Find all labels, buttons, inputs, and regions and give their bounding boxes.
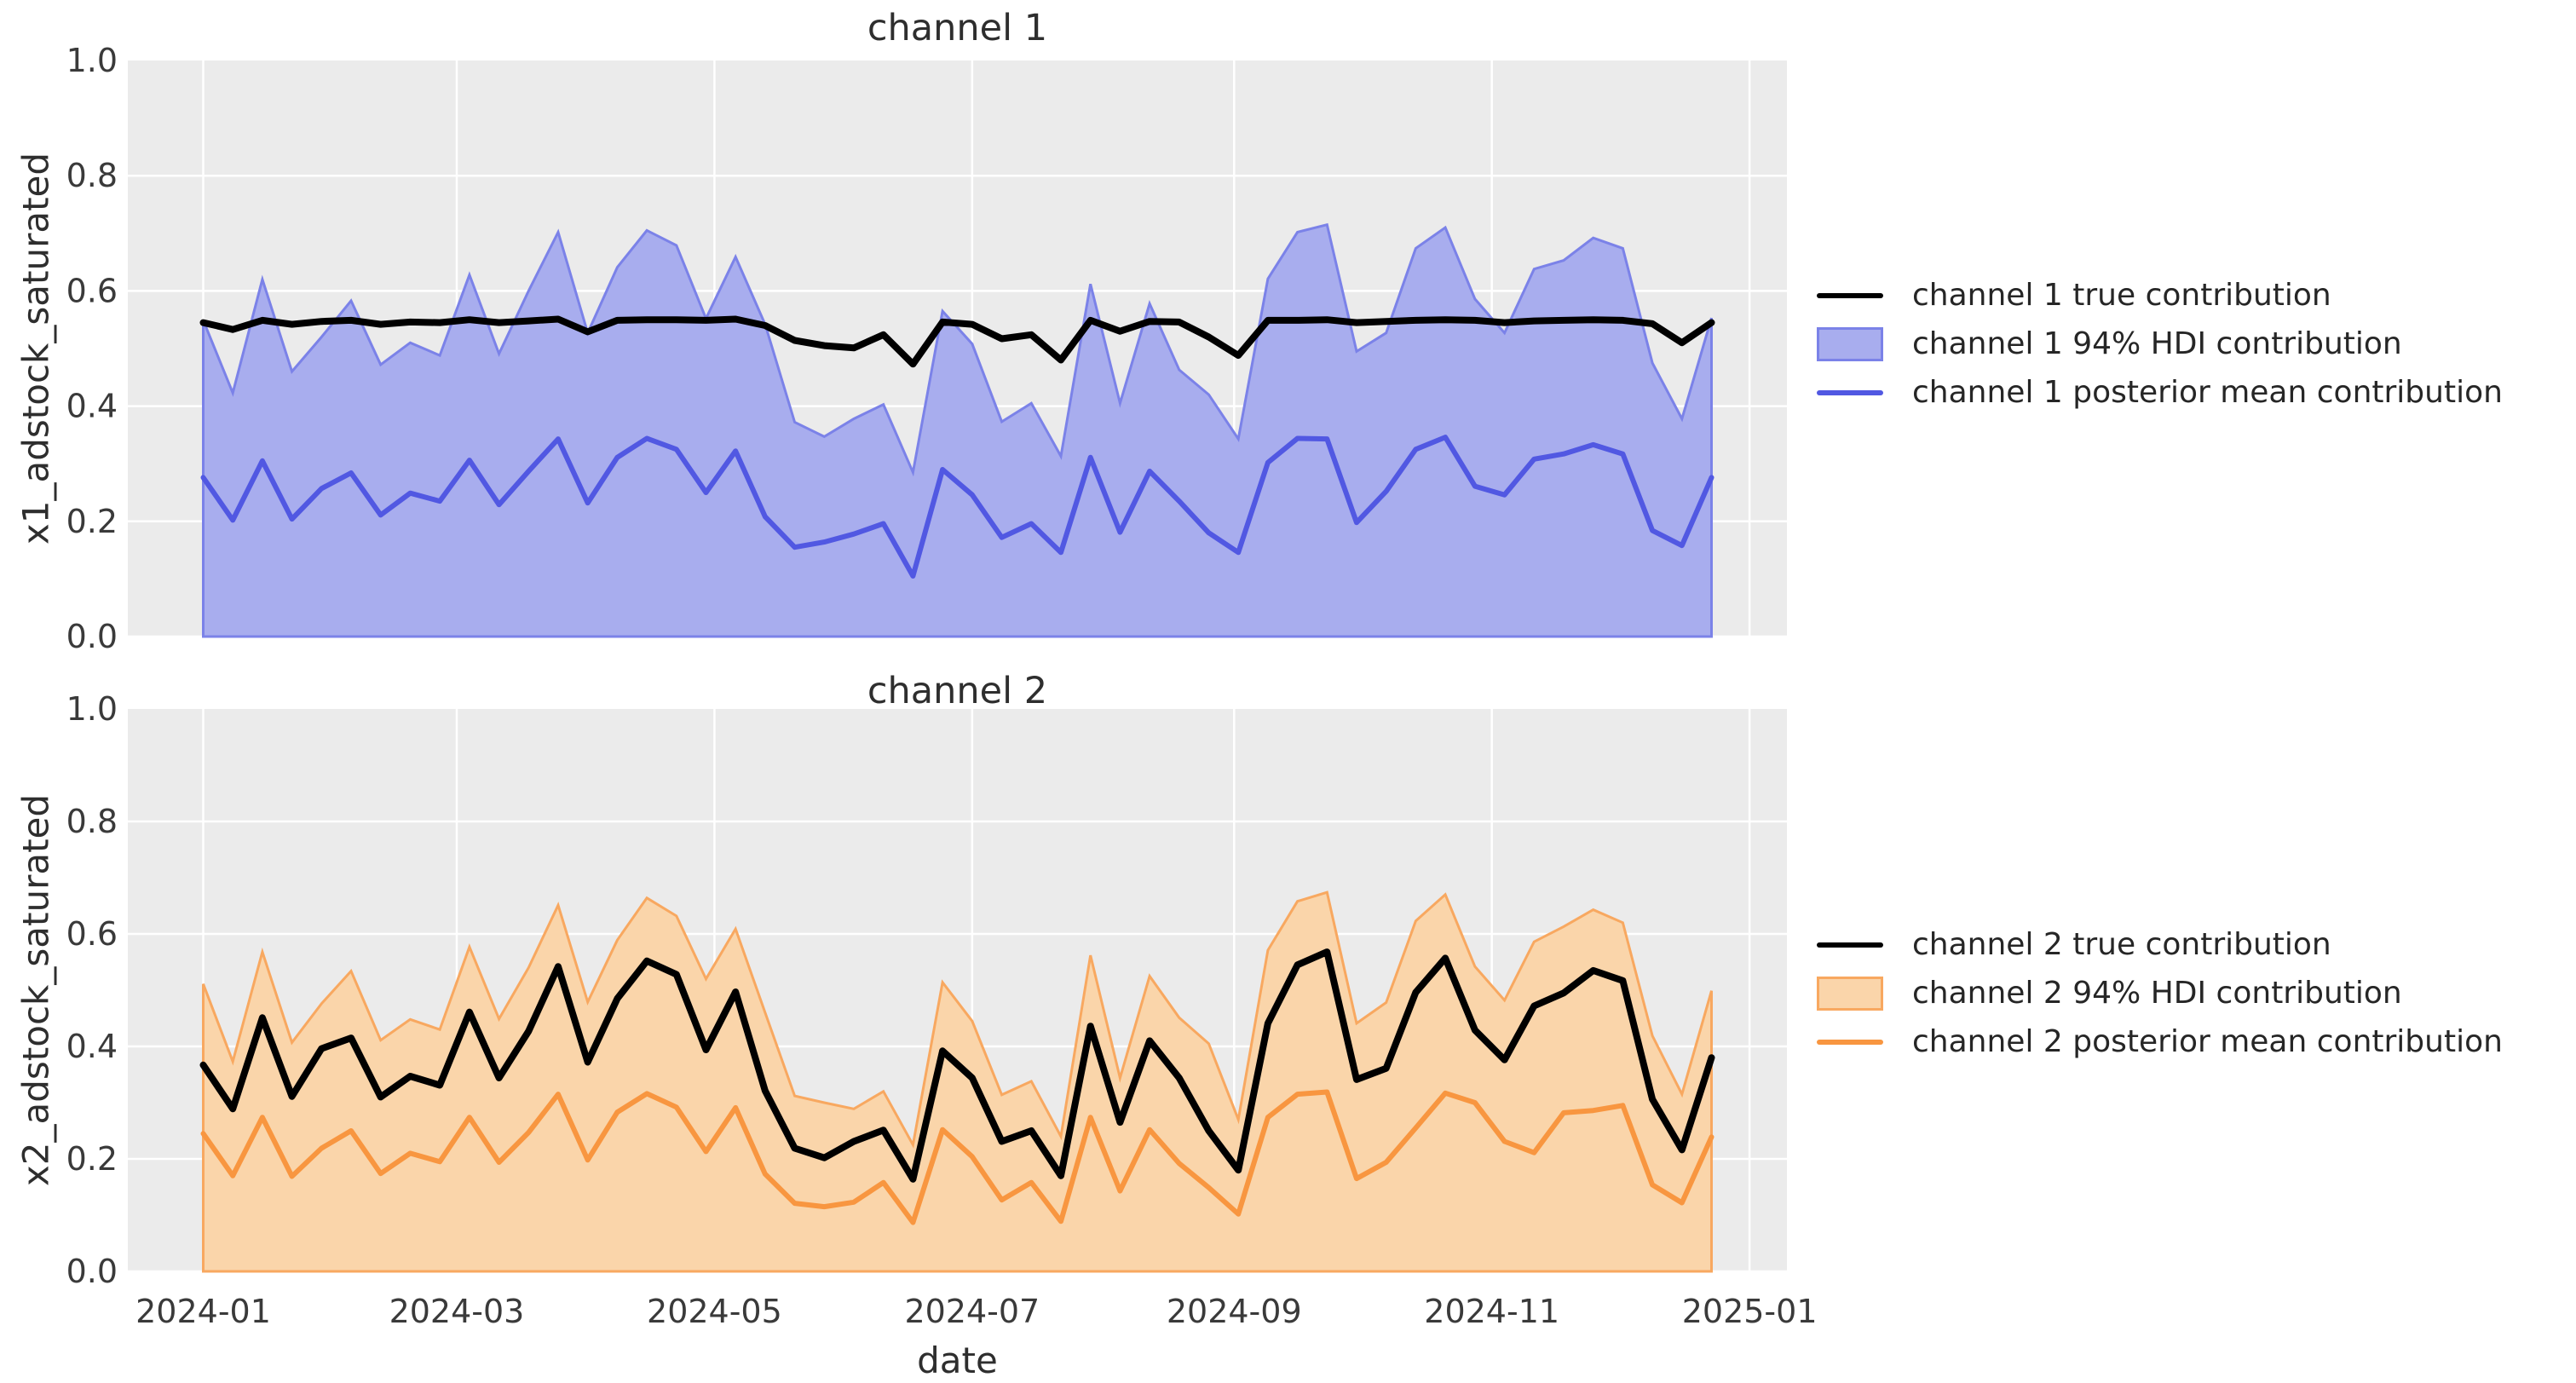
posterior-line-swatch bbox=[1817, 1039, 1883, 1045]
legend-label: channel 1 true contribution bbox=[1912, 278, 2331, 313]
hdi-band-swatch bbox=[1817, 326, 1883, 361]
y-tick-label: 0.4 bbox=[66, 1028, 118, 1065]
legend-label: channel 2 posterior mean contribution bbox=[1912, 1024, 2503, 1059]
subplot-1: 0.0 0.2 0.4 0.6 0.8 1.0 bbox=[66, 42, 1787, 655]
chart1-y-axis-label: x1_adstock_saturated bbox=[14, 152, 57, 545]
x-tick-label: 2024-03 bbox=[389, 1293, 525, 1330]
y-tick-label: 1.0 bbox=[66, 42, 118, 79]
legend-label: channel 2 94% HDI contribution bbox=[1912, 976, 2402, 1011]
legend-item-posterior: channel 2 posterior mean contribution bbox=[1817, 1017, 2503, 1066]
y-tick-label: 0.8 bbox=[66, 803, 118, 840]
x-tick-label: 2024-11 bbox=[1424, 1293, 1559, 1330]
x-tick-label: 2024-07 bbox=[904, 1293, 1040, 1330]
x-axis-label: date bbox=[917, 1340, 998, 1381]
y-tick-label: 1.0 bbox=[66, 690, 118, 728]
y-tick-label: 0.0 bbox=[66, 1253, 118, 1290]
legend-label: channel 1 posterior mean contribution bbox=[1912, 375, 2503, 410]
legend-item-true: channel 1 true contribution bbox=[1817, 271, 2503, 320]
legend-item-posterior: channel 1 posterior mean contribution bbox=[1817, 368, 2503, 417]
y-tick-label: 0.8 bbox=[66, 157, 118, 194]
y-tick-label: 0.0 bbox=[66, 618, 118, 655]
true-contribution-line bbox=[199, 948, 1715, 1183]
posterior-line-swatch bbox=[1817, 389, 1883, 395]
x-tick-label: 2024-05 bbox=[647, 1293, 782, 1330]
x-tick-label: 2025-01 bbox=[1682, 1293, 1818, 1330]
y-tick-label: 0.2 bbox=[66, 1140, 118, 1178]
y-tick-label: 0.4 bbox=[66, 388, 118, 425]
chart2-legend: channel 2 true contribution channel 2 94… bbox=[1817, 920, 2503, 1066]
chart1-legend: channel 1 true contribution channel 1 94… bbox=[1817, 271, 2503, 417]
posterior-mean-line bbox=[200, 435, 1714, 579]
legend-item-true: channel 2 true contribution bbox=[1817, 920, 2503, 969]
y-tick-label: 0.6 bbox=[66, 272, 118, 309]
legend-label: channel 2 true contribution bbox=[1912, 927, 2331, 962]
chart2-y-axis-label: x2_adstock_saturated bbox=[14, 793, 57, 1187]
subplot-2: 0.0 0.2 0.4 0.6 0.8 1.0 2024-01 2024-03 2024-05 2… bbox=[66, 690, 1818, 1330]
legend-item-hdi: channel 2 94% HDI contribution bbox=[1817, 969, 2503, 1017]
true-contribution-line bbox=[199, 315, 1715, 368]
legend-label: channel 1 94% HDI contribution bbox=[1912, 326, 2402, 361]
y-tick-label: 0.6 bbox=[66, 915, 118, 953]
x-tick-label: 2024-09 bbox=[1167, 1293, 1302, 1330]
legend-item-hdi: channel 1 94% HDI contribution bbox=[1817, 320, 2503, 368]
true-line-swatch bbox=[1817, 292, 1883, 298]
chart1-title: channel 1 bbox=[867, 7, 1048, 49]
true-line-swatch bbox=[1817, 942, 1883, 948]
posterior-mean-line bbox=[200, 1089, 1714, 1225]
chart2-title: channel 2 bbox=[867, 670, 1048, 712]
hdi-band-swatch bbox=[1817, 976, 1883, 1011]
x-tick-label: 2024-01 bbox=[135, 1293, 271, 1330]
y-tick-label: 0.2 bbox=[66, 503, 118, 540]
